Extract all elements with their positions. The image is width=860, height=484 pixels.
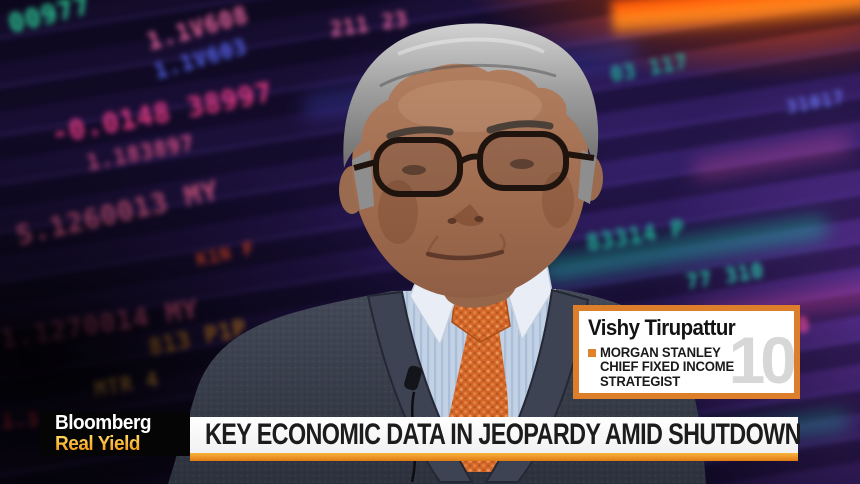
speaker-name: Vishy Tirupattur [588, 315, 736, 340]
speaker-title-line: MORGAN STANLEY [600, 345, 721, 360]
mouth [425, 249, 505, 261]
hair-highlight [397, 37, 545, 56]
speaker-card-inner: 10 Vishy Tirupattur MORGAN STANLEY CHIEF… [579, 311, 794, 393]
logo-brand-text: Bloomberg [55, 412, 152, 434]
eyebrow [486, 120, 554, 134]
speaker-titles: MORGAN STANLEY CHIEF FIXED INCOME STRATE… [600, 345, 735, 389]
show-logo: Bloomberg Real Yield [40, 412, 190, 456]
chyron-accent-bar [190, 453, 798, 461]
nostril [447, 218, 457, 224]
hair-streak [379, 63, 557, 88]
bullet-square-icon [588, 349, 596, 357]
nostril [474, 216, 484, 222]
smile-lines [426, 233, 506, 253]
guest-face [352, 41, 589, 299]
lower-lip [437, 259, 495, 269]
speaker-title-line: STRATEGIST [600, 373, 681, 389]
glasses [353, 131, 595, 197]
sideburn [578, 150, 596, 204]
speaker-title-line: CHIEF FIXED INCOME [600, 359, 735, 375]
eye [510, 159, 534, 169]
forehead-highlight [398, 80, 542, 132]
chyron-headline: KEY ECONOMIC DATA IN JEOPARDY AMID SHUTD… [205, 418, 802, 451]
guest-hair [343, 23, 599, 168]
speaker-card: 10 Vishy Tirupattur MORGAN STANLEY CHIEF… [573, 305, 800, 399]
logo-show-text: Real Yield [55, 433, 183, 454]
chyron: KEY ECONOMIC DATA IN JEOPARDY AMID SHUTD… [190, 417, 802, 453]
eyebrow [386, 126, 454, 140]
eye [402, 165, 426, 175]
card-watermark: 10 [728, 323, 794, 393]
